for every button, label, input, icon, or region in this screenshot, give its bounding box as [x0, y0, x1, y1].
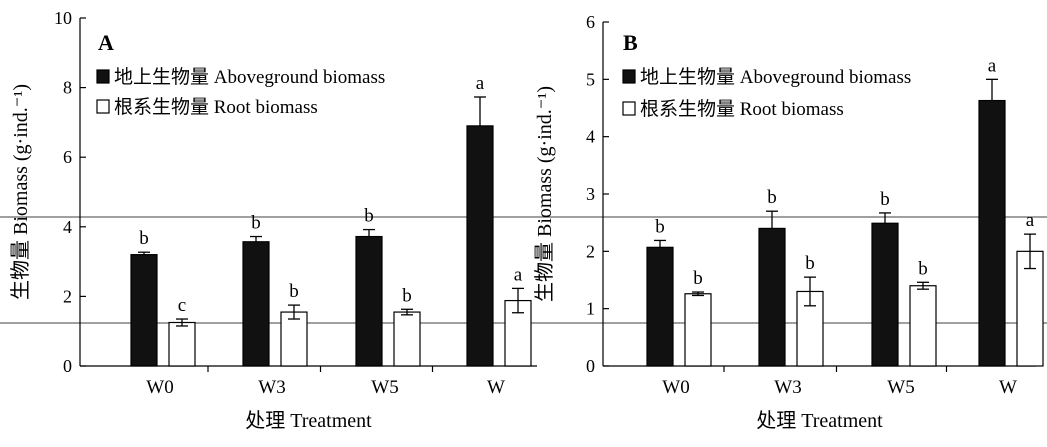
y-tick-label: 5 — [586, 69, 595, 89]
significance-letter: b — [251, 213, 261, 234]
x-axis-title: 处理 Treatment — [245, 409, 372, 432]
panel-label: A — [98, 30, 114, 55]
significance-letter: b — [767, 187, 777, 208]
x-tick-label: W5 — [887, 377, 914, 398]
aboveground-bar — [130, 254, 158, 367]
legend-label: 地上生物量 Aboveground biomass — [114, 66, 385, 88]
legend-swatch-aboveground — [622, 69, 636, 84]
panel-label: B — [623, 30, 638, 55]
y-tick-label: 6 — [586, 12, 595, 32]
legend-swatch-aboveground — [96, 69, 110, 84]
significance-letter: b — [139, 228, 149, 249]
significance-letter: b — [364, 206, 374, 227]
x-tick-label: W5 — [371, 377, 398, 398]
significance-letter: b — [402, 285, 412, 306]
aboveground-bar — [242, 241, 270, 367]
root-bar — [909, 285, 937, 367]
y-tick-label: 1 — [586, 299, 595, 319]
significance-letter: b — [918, 258, 928, 279]
x-tick-label: W — [487, 377, 505, 398]
legend-label: 地上生物量 Aboveground biomass — [640, 66, 911, 88]
significance-letter: b — [805, 253, 815, 274]
y-tick-label: 3 — [586, 184, 595, 204]
x-tick-label: W3 — [774, 377, 801, 398]
y-tick-label: 4 — [63, 217, 72, 237]
y-tick-label: 2 — [63, 286, 72, 306]
y-tick-label: 10 — [54, 8, 72, 28]
aboveground-bar — [355, 235, 383, 367]
y-tick-label: 6 — [63, 147, 72, 167]
legend-swatch-root — [622, 101, 636, 116]
y-axis-title: 生物量 Biomass (g·ind.⁻¹) — [9, 84, 32, 300]
legend-swatch-root — [96, 99, 110, 114]
significance-letter: b — [289, 281, 299, 302]
root-bar — [393, 311, 421, 367]
legend-label: 根系生物量 Root biomass — [640, 98, 844, 120]
aboveground-bar — [466, 125, 494, 367]
x-tick-label: W — [999, 377, 1017, 398]
y-tick-label: 8 — [63, 78, 72, 98]
root-bar — [280, 311, 308, 367]
x-tick-label: W3 — [258, 377, 285, 398]
root-bar — [684, 293, 712, 367]
legend-label: 根系生物量 Root biomass — [114, 96, 318, 118]
significance-letter: a — [514, 264, 523, 285]
y-tick-label: 0 — [586, 356, 595, 376]
y-tick-label: 4 — [586, 127, 595, 147]
significance-letter: b — [693, 268, 703, 289]
x-tick-label: W0 — [662, 377, 689, 398]
aboveground-bar — [646, 246, 674, 367]
significance-letter: a — [1026, 210, 1035, 231]
y-tick-label: 0 — [63, 356, 72, 376]
x-axis-title: 处理 Treatment — [756, 409, 883, 432]
root-bar — [168, 321, 196, 367]
significance-letter: a — [988, 55, 997, 76]
y-axis-title: 生物量 Biomass (g·ind.⁻¹) — [533, 86, 556, 302]
significance-letter: c — [178, 295, 186, 316]
x-tick-label: W0 — [146, 377, 173, 398]
significance-letter: a — [476, 73, 485, 94]
aboveground-bar — [978, 99, 1006, 367]
significance-letter: b — [880, 189, 890, 210]
aboveground-bar — [871, 222, 899, 367]
significance-letter: b — [655, 216, 665, 237]
y-tick-label: 2 — [586, 241, 595, 261]
aboveground-bar — [758, 227, 786, 367]
